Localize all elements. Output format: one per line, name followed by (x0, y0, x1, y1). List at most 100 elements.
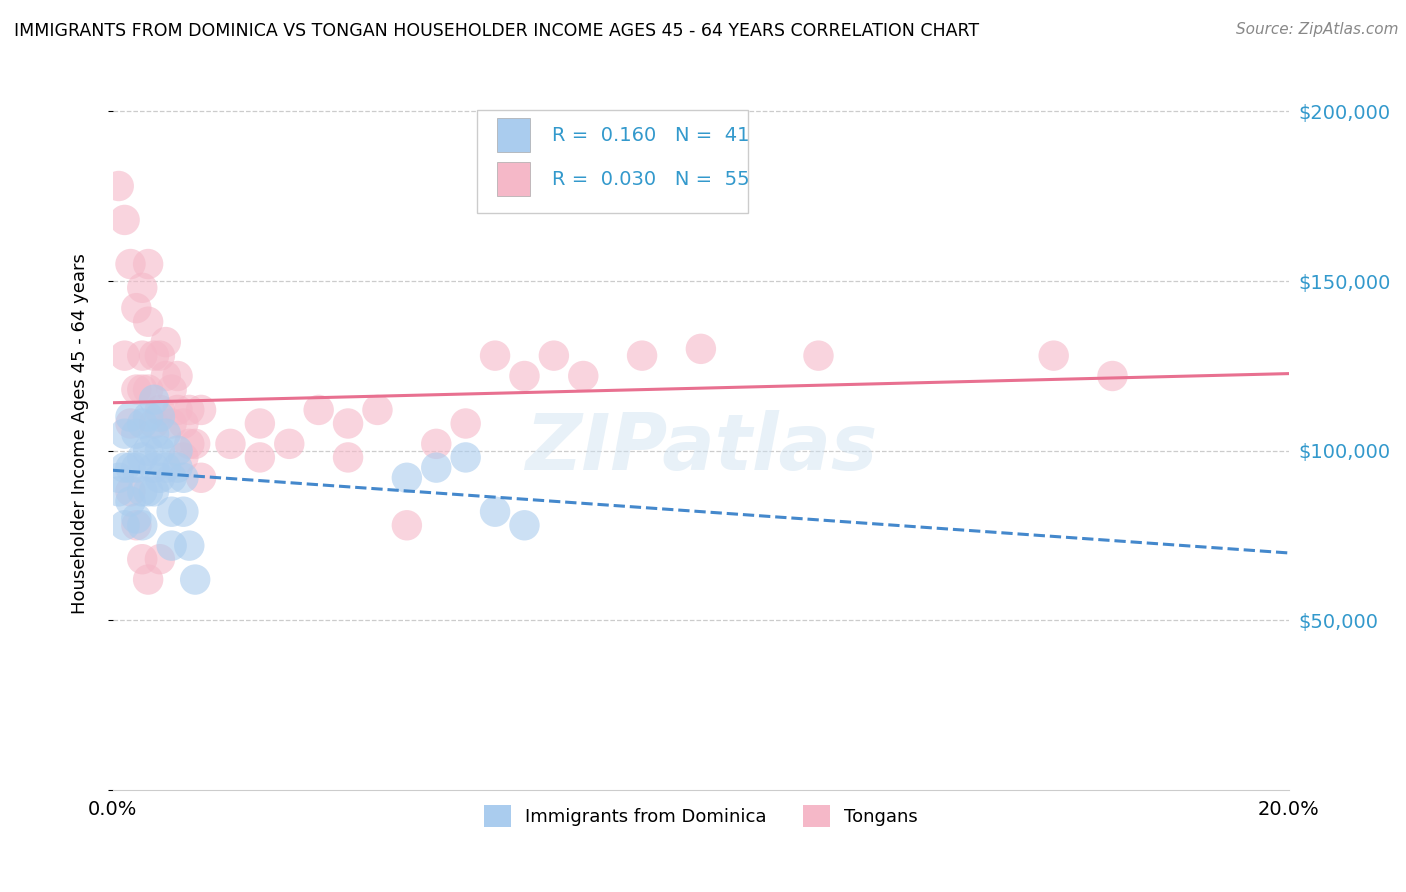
Point (513, 369, 536, 384)
Point (160, 539, 183, 553)
Point (120, 409, 142, 424)
Point (179, 403, 201, 417)
Point (155, 334, 177, 349)
Point (179, 437, 201, 451)
Point (166, 443, 188, 458)
Legend: Immigrants from Dominica, Tongans: Immigrants from Dominica, Tongans (477, 797, 925, 834)
Text: IMMIGRANTS FROM DOMINICA VS TONGAN HOUSEHOLDER INCOME AGES 45 - 64 YEARS CORRELA: IMMIGRANTS FROM DOMINICA VS TONGAN HOUSE… (14, 22, 979, 40)
Point (543, 349, 565, 363)
Point (425, 437, 447, 451)
Point (114, 426, 136, 441)
Point (143, 392, 166, 407)
Point (155, 369, 177, 384)
FancyBboxPatch shape (478, 110, 748, 213)
Point (136, 443, 159, 458)
Point (114, 460, 136, 475)
Point (166, 369, 188, 384)
Point (120, 257, 142, 271)
Point (572, 369, 595, 384)
Point (1101, 369, 1123, 384)
Point (155, 426, 177, 441)
Point (131, 281, 153, 295)
Point (125, 460, 148, 475)
Point (143, 417, 166, 431)
Point (107, 179, 129, 194)
Point (631, 349, 654, 363)
Point (120, 417, 142, 431)
Point (143, 460, 166, 475)
Point (166, 460, 188, 475)
Text: R =  0.030   N =  55: R = 0.030 N = 55 (551, 169, 749, 189)
Text: Source: ZipAtlas.com: Source: ZipAtlas.com (1236, 22, 1399, 37)
Point (136, 383, 159, 397)
Point (484, 505, 506, 519)
Point (172, 450, 194, 465)
Point (337, 450, 360, 465)
Point (337, 417, 360, 431)
Text: ZIPatlas: ZIPatlas (524, 410, 877, 486)
Point (114, 349, 136, 363)
FancyBboxPatch shape (498, 118, 530, 153)
Point (172, 505, 194, 519)
Point (120, 460, 142, 475)
Point (131, 484, 153, 499)
Point (131, 383, 153, 397)
Point (131, 349, 153, 363)
Point (160, 417, 183, 431)
Point (807, 349, 830, 363)
Point (136, 257, 159, 271)
Point (179, 539, 201, 553)
Point (143, 484, 166, 499)
Point (136, 315, 159, 329)
Point (172, 417, 194, 431)
Point (172, 471, 194, 485)
Point (190, 403, 212, 417)
Point (249, 417, 271, 431)
Point (184, 573, 207, 587)
Point (454, 417, 477, 431)
Point (513, 518, 536, 533)
Point (131, 450, 153, 465)
Point (454, 450, 477, 465)
Point (143, 426, 166, 441)
Point (125, 518, 148, 533)
Point (149, 403, 172, 417)
Point (136, 409, 159, 424)
Point (136, 484, 159, 499)
Point (131, 518, 153, 533)
Point (114, 213, 136, 227)
Point (125, 301, 148, 315)
Point (160, 505, 183, 519)
Point (160, 471, 183, 485)
Point (107, 471, 129, 485)
Point (689, 342, 711, 356)
Point (155, 460, 177, 475)
Point (160, 383, 183, 397)
Point (131, 552, 153, 566)
Y-axis label: Householder Income Ages 45 - 64 years: Householder Income Ages 45 - 64 years (72, 253, 89, 614)
Point (166, 403, 188, 417)
Point (425, 460, 447, 475)
Point (1042, 349, 1064, 363)
Point (149, 552, 172, 566)
Point (190, 471, 212, 485)
Point (219, 437, 242, 451)
Point (308, 403, 330, 417)
Point (184, 437, 207, 451)
Point (120, 484, 142, 499)
Point (395, 471, 418, 485)
Point (143, 349, 166, 363)
Point (149, 471, 172, 485)
Point (120, 494, 142, 508)
Text: R =  0.160   N =  41: R = 0.160 N = 41 (551, 126, 749, 145)
Point (114, 518, 136, 533)
Point (149, 349, 172, 363)
Point (366, 403, 388, 417)
Point (125, 426, 148, 441)
Point (125, 511, 148, 525)
Point (131, 417, 153, 431)
Point (149, 409, 172, 424)
Point (395, 518, 418, 533)
Point (125, 383, 148, 397)
Point (136, 573, 159, 587)
